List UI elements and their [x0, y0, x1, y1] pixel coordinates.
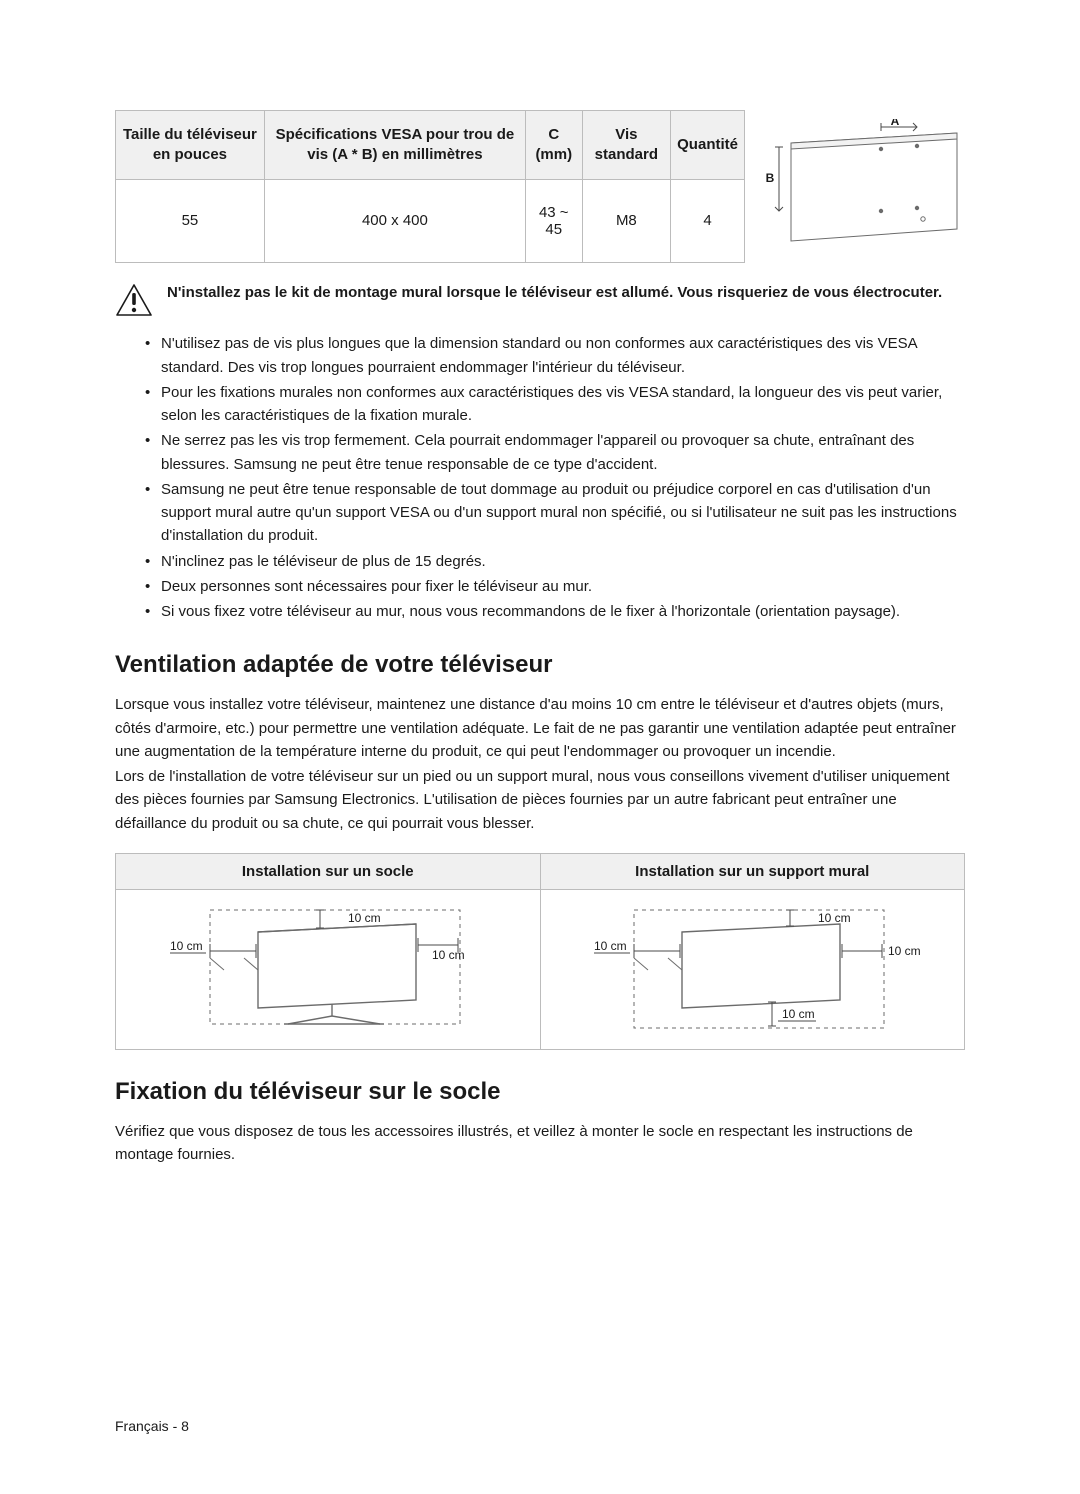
list-item: Ne serrez pas les vis trop fermement. Ce… [145, 429, 965, 476]
cell-size: 55 [116, 179, 265, 263]
vesa-panel-diagram: A B [761, 119, 961, 249]
col-qty: Quantité [671, 111, 745, 180]
wall-clearance-diagram: 10 cm 10 cm [572, 904, 932, 1034]
clearance-left: 10 cm [170, 939, 203, 953]
clearance-top: 10 cm [348, 911, 381, 925]
fixation-heading: Fixation du téléviseur sur le socle [115, 1078, 965, 1106]
col-vesa: Spécifications VESA pour trou de vis (A … [264, 111, 525, 180]
notes-list: N'utilisez pas de vis plus longues que l… [115, 332, 965, 623]
ventilation-p1: Lorsque vous installez votre téléviseur,… [115, 693, 965, 763]
page-footer: Français - 8 [115, 1418, 189, 1434]
install-col-wall: Installation sur un support mural [540, 853, 965, 889]
clearance-right: 10 cm [432, 948, 465, 962]
install-col-stand: Installation sur un socle [116, 853, 541, 889]
cell-screw: M8 [582, 179, 671, 263]
label-a: A [891, 119, 900, 128]
clearance-right-w: 10 cm [888, 944, 921, 958]
clearance-top-w: 10 cm [818, 911, 851, 925]
vesa-spec-table: Taille du téléviseur en pouces Spécifica… [115, 110, 965, 263]
stand-clearance-diagram: 10 cm 10 cm [148, 904, 508, 1034]
list-item: Samsung ne peut être tenue responsable d… [145, 478, 965, 548]
cell-cmm: 43 ~ 45 [525, 179, 582, 263]
ventilation-heading: Ventilation adaptée de votre téléviseur [115, 651, 965, 679]
wall-diagram-cell: 10 cm 10 cm [540, 889, 965, 1049]
list-item: N'utilisez pas de vis plus longues que l… [145, 332, 965, 379]
vesa-diagram-cell: A B [744, 111, 965, 263]
clearance-left-w: 10 cm [594, 939, 627, 953]
clearance-bottom-w: 10 cm [782, 1007, 815, 1021]
list-item: Deux personnes sont nécessaires pour fix… [145, 575, 965, 598]
cell-qty: 4 [671, 179, 745, 263]
warning-block: N'installez pas le kit de montage mural … [115, 281, 965, 322]
install-table: Installation sur un socle Installation s… [115, 853, 965, 1050]
warning-icon [115, 283, 153, 322]
list-item: Pour les fixations murales non conformes… [145, 381, 965, 428]
list-item: Si vous fixez votre téléviseur au mur, n… [145, 600, 965, 623]
fixation-p: Vérifiez que vous disposez de tous les a… [115, 1120, 965, 1167]
warning-text: N'installez pas le kit de montage mural … [167, 281, 942, 304]
ventilation-p2: Lors de l'installation de votre télévise… [115, 765, 965, 835]
list-item: N'inclinez pas le téléviseur de plus de … [145, 550, 965, 573]
col-cmm: C (mm) [525, 111, 582, 180]
col-screw: Vis standard [582, 111, 671, 180]
col-size: Taille du téléviseur en pouces [116, 111, 265, 180]
label-b: B [766, 171, 775, 185]
cell-vesa: 400 x 400 [264, 179, 525, 263]
stand-diagram-cell: 10 cm 10 cm [116, 889, 541, 1049]
page: Taille du téléviseur en pouces Spécifica… [0, 0, 1080, 1494]
